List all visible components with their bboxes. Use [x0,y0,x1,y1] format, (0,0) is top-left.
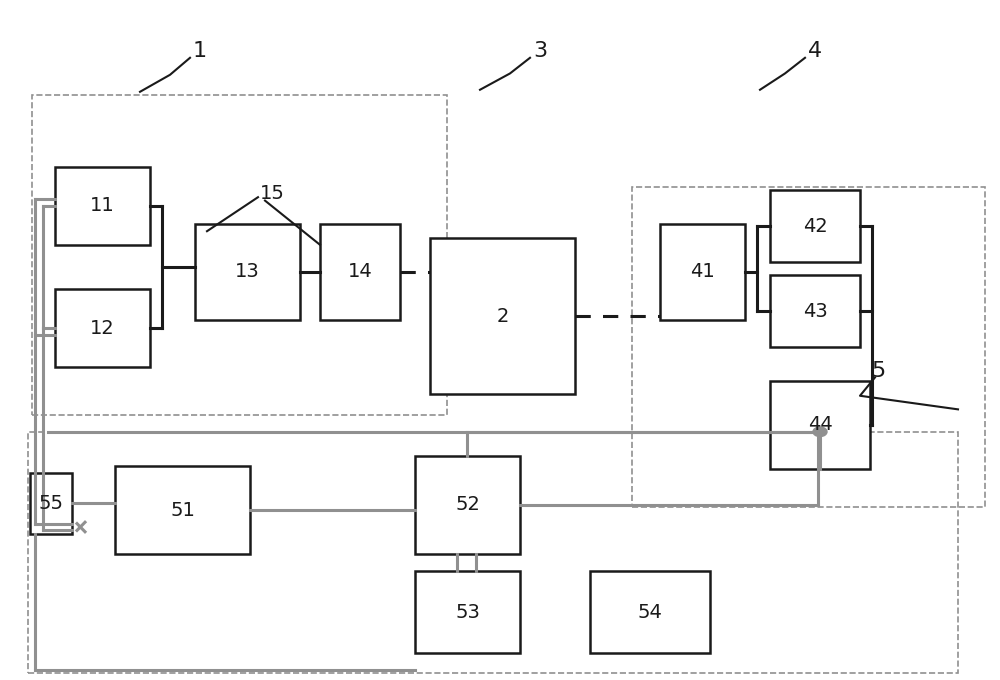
Text: 12: 12 [90,319,115,337]
Bar [632,187,985,507]
Bar [30,473,72,534]
Text: 13: 13 [235,262,260,282]
Bar [415,456,520,554]
Bar [770,275,860,347]
Bar [770,381,870,469]
Text: 51: 51 [170,500,195,520]
Bar [590,571,710,653]
Text: 11: 11 [90,197,115,215]
Bar [660,224,745,320]
Text: 3: 3 [533,41,547,61]
Bar [770,190,860,262]
Text: 41: 41 [690,262,715,282]
Bar [430,238,575,394]
Text: 52: 52 [455,496,480,514]
Text: 14: 14 [348,262,372,282]
Text: 44: 44 [808,415,832,435]
Text: 15: 15 [260,184,284,203]
Bar [195,224,300,320]
Bar [28,432,958,673]
Text: 5: 5 [871,360,885,381]
Circle shape [813,427,827,437]
Bar [55,167,150,245]
Text: 43: 43 [803,302,827,320]
Bar [115,466,250,554]
Bar [415,571,520,653]
Text: 53: 53 [455,602,480,622]
Bar [320,224,400,320]
Text: 1: 1 [193,41,207,61]
Text: 4: 4 [808,41,822,61]
Text: 55: 55 [39,494,64,513]
Text: 54: 54 [638,602,662,622]
Text: 42: 42 [803,217,827,235]
Bar [55,289,150,367]
Text: 2: 2 [496,307,509,326]
Bar [32,95,447,415]
